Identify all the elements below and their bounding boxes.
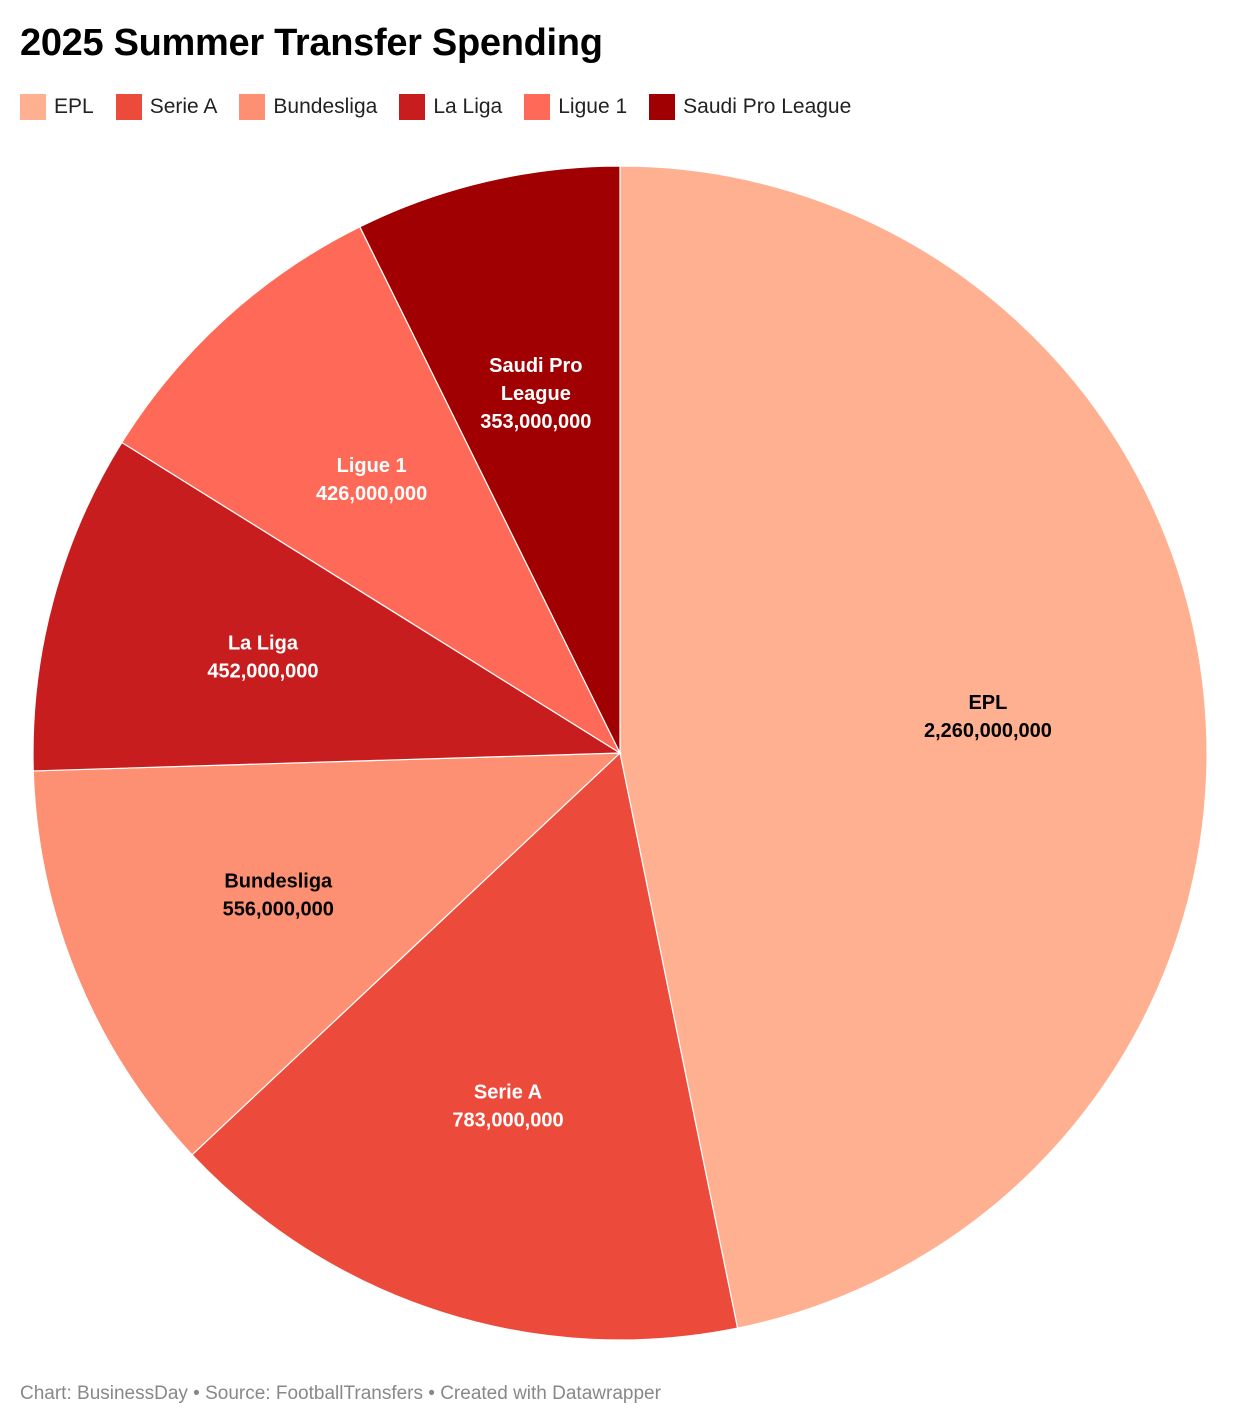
legend-label: Saudi Pro League (683, 95, 852, 118)
legend-swatch (649, 94, 676, 120)
legend-swatch (20, 94, 46, 120)
legend-label: Serie A (149, 95, 218, 118)
legend-label: Bundesliga (273, 95, 378, 118)
data-label: EPL 2,260,000,000 (924, 692, 1052, 742)
legend-swatch (239, 94, 266, 120)
legend-label: La Liga (433, 95, 503, 118)
data-label: Saudi Pro League 353,000,000 (480, 355, 591, 433)
data-label: Bundesliga 556,000,000 (223, 870, 334, 920)
data-label: Ligue 1 426,000,000 (316, 455, 427, 505)
legend-label: Ligue 1 (558, 95, 628, 118)
legend-label: EPL (54, 95, 94, 118)
pie-slice-bundesliga (32, 752, 622, 1156)
legend-swatch (115, 94, 142, 120)
legend-swatch (524, 94, 551, 120)
pie-slice-la-liga (32, 441, 622, 772)
legend-swatch (399, 94, 426, 120)
legend-item: EPL (20, 94, 94, 120)
legend-item: Bundesliga (239, 94, 377, 120)
legend-item: La Liga (399, 94, 502, 120)
pie-slice-saudi-pro-league (359, 165, 621, 754)
legend-item: Serie A (115, 94, 218, 120)
footer-credit: Chart: BusinessDay • Source: FootballTra… (20, 1383, 661, 1404)
data-label: La Liga 452,000,000 (207, 633, 318, 683)
pie-slice-epl (619, 165, 1208, 1329)
legend: EPL Serie A Bundesliga La Liga Ligue 1 Saudi … (20, 94, 851, 120)
pie-slice-serie-a (191, 751, 739, 1341)
chart-title: 2025 Summer Transfer Spending (20, 22, 603, 64)
legend-item: Ligue 1 (524, 94, 627, 120)
data-label: Serie A 783,000,000 (452, 1081, 563, 1131)
pie-slice-ligue-1 (121, 226, 622, 755)
legend-item: Saudi Pro League (649, 94, 851, 120)
